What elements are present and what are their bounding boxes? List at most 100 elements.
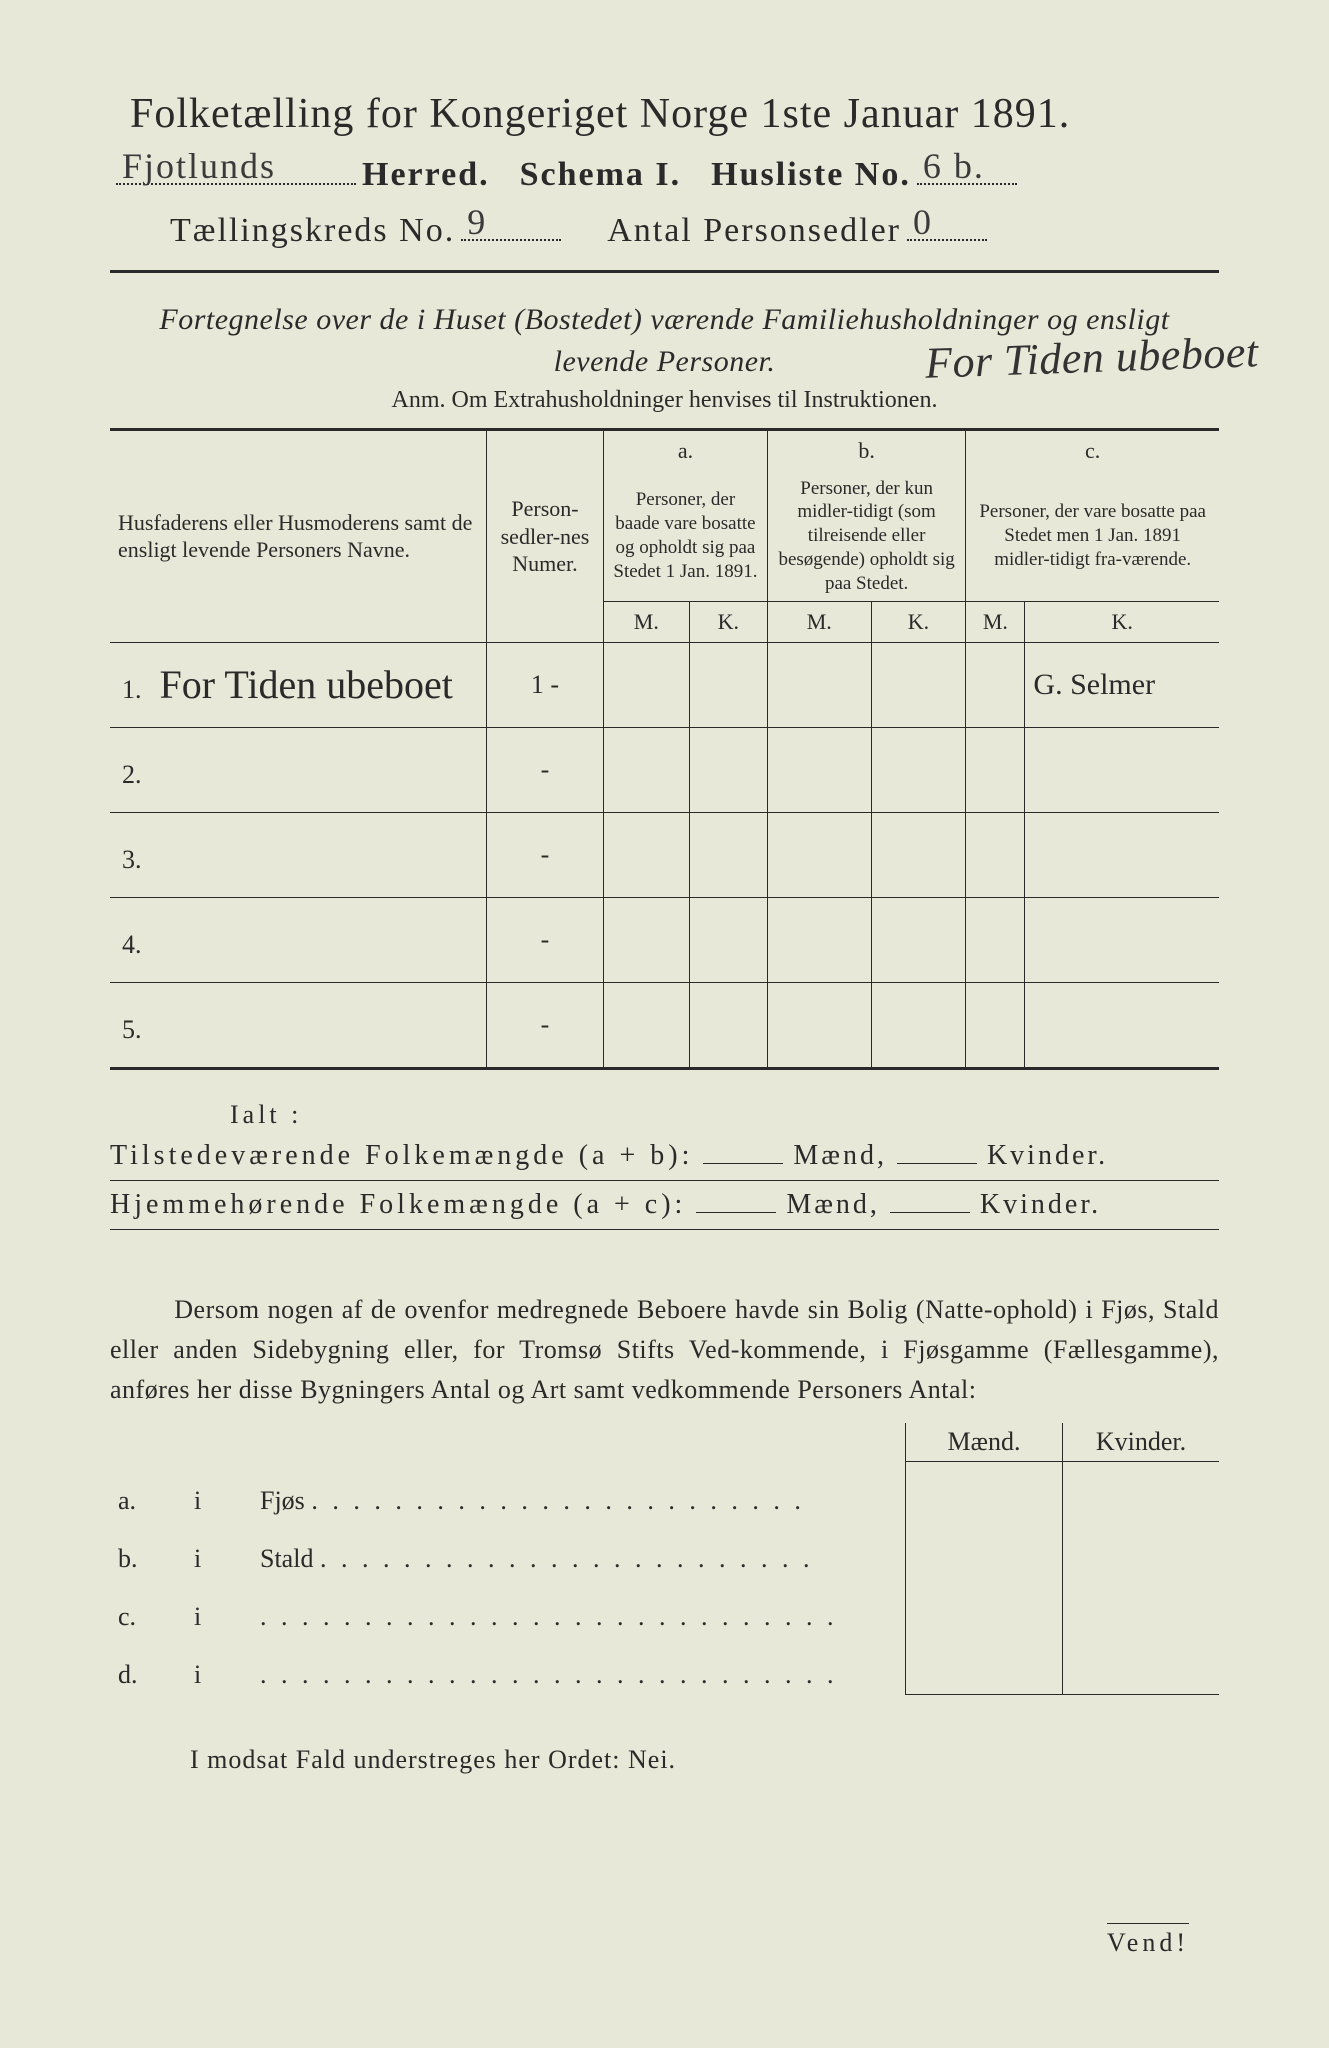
cell	[604, 982, 690, 1068]
name-cell: 4.	[110, 897, 487, 982]
side-handwriting: G. Selmer	[1033, 668, 1155, 701]
fjos-label: . . . . . . . . . . . . . . . . . . . . …	[252, 1636, 906, 1695]
kreds-label: Tællingskreds No.	[170, 212, 455, 250]
fjos-cell	[1063, 1461, 1220, 1520]
dots: . . . . . . . . . . . . . . . . . . . . …	[260, 1602, 838, 1631]
name-cell: 2.	[110, 727, 487, 812]
cell	[689, 642, 767, 727]
cell	[1025, 897, 1219, 982]
schema-label: Schema I.	[520, 156, 682, 194]
sum-ac-lead: Hjemmehørende Folkemængde (a + c):	[110, 1189, 686, 1221]
col-a-label: a.	[604, 431, 768, 471]
cell	[604, 897, 690, 982]
person-num: -	[487, 982, 604, 1068]
sum-divider	[110, 1229, 1219, 1230]
col-numer: Person-sedler-nes Numer.	[487, 431, 604, 643]
table-row: 1. For Tiden ubeboet 1 - G. Selmer	[110, 642, 1219, 727]
fjos-kvinder: Kvinder.	[1063, 1423, 1220, 1462]
blank-line	[897, 1163, 977, 1164]
cell	[966, 982, 1025, 1068]
fjos-key: c.	[110, 1578, 186, 1636]
person-num: -	[487, 897, 604, 982]
col-b-text: Personer, der kun midler-tidigt (som til…	[767, 471, 965, 602]
fjos-maend: Mænd.	[906, 1423, 1063, 1462]
kvinder-label: Kvinder.	[980, 1189, 1101, 1221]
cell	[689, 727, 767, 812]
kreds-line: Tællingskreds No. 9 Antal Personsedler 0	[110, 212, 1219, 250]
blank-line	[890, 1212, 970, 1213]
fjos-label: Stald . . . . . . . . . . . . . . . . . …	[252, 1520, 906, 1578]
row-num: 5.	[122, 1015, 142, 1044]
cell	[604, 812, 690, 897]
cell	[767, 812, 871, 897]
description-block: Fortegnelse over de i Huset (Bostedet) v…	[110, 299, 1219, 383]
fjos-cell	[1063, 1578, 1220, 1636]
paragraph-text: Dersom nogen af de ovenfor medregnede Be…	[110, 1295, 1219, 1405]
vend-label: Vend!	[1107, 1923, 1189, 1958]
fjos-table: Mænd. Kvinder. a. i Fjøs . . . . . . . .…	[110, 1423, 1219, 1695]
fjos-cell	[906, 1461, 1063, 1520]
rule-thick	[110, 270, 1219, 273]
fjos-cell	[906, 1578, 1063, 1636]
blank-line	[703, 1163, 783, 1164]
table-header-row-1: Husfaderens eller Husmoderens samt de en…	[110, 431, 1219, 471]
fjos-label: Fjøs . . . . . . . . . . . . . . . . . .…	[252, 1461, 906, 1520]
table-row: 3. -	[110, 812, 1219, 897]
col-names-text: Husfaderens eller Husmoderens samt de en…	[118, 509, 478, 564]
col-c-text: Personer, der vare bosatte paa Stedet me…	[966, 471, 1219, 602]
name-cell: 1. For Tiden ubeboet	[110, 642, 487, 727]
sum-line-ac: Hjemmehørende Folkemængde (a + c): Mænd,…	[110, 1189, 1219, 1221]
cell	[767, 642, 871, 727]
maend-label: Mænd,	[793, 1140, 887, 1172]
person-num: -	[487, 812, 604, 897]
cell	[604, 642, 690, 727]
husliste-field: 6 b.	[917, 183, 1017, 185]
antal-field: 0	[907, 239, 987, 241]
fjos-row: c. i . . . . . . . . . . . . . . . . . .…	[110, 1578, 1219, 1636]
fjos-header: Mænd. Kvinder.	[110, 1423, 1219, 1462]
cell	[1025, 812, 1219, 897]
fjos-cell	[1063, 1520, 1220, 1578]
fjos-key: b.	[110, 1520, 186, 1578]
row-num: 2.	[122, 760, 142, 789]
cell	[966, 897, 1025, 982]
husliste-label: Husliste No.	[711, 156, 911, 194]
fjos-i: i	[186, 1461, 252, 1520]
dots: . . . . . . . . . . . . . . . . . . . . …	[320, 1544, 814, 1573]
fjos-row: a. i Fjøs . . . . . . . . . . . . . . . …	[110, 1461, 1219, 1520]
fjos-key: d.	[110, 1636, 186, 1695]
cell	[767, 727, 871, 812]
ialt-label: Ialt :	[230, 1100, 1219, 1130]
cell	[689, 812, 767, 897]
row-num: 3.	[122, 845, 142, 874]
herred-label: Herred.	[362, 156, 490, 194]
anm-text: Anm. Om Extrahusholdninger henvises til …	[392, 387, 938, 413]
fjos-row: d. i . . . . . . . . . . . . . . . . . .…	[110, 1636, 1219, 1695]
description-handnote: For Tiden ubeboet	[924, 321, 1260, 394]
fjos-label-text: Fjøs	[260, 1486, 305, 1515]
kreds-field: 9	[461, 239, 561, 241]
col-c-label: c.	[966, 431, 1219, 471]
kvinder-label: Kvinder.	[987, 1140, 1108, 1172]
page-title: Folketælling for Kongeriget Norge 1ste J…	[130, 90, 1219, 138]
cell	[871, 812, 966, 897]
cell	[871, 897, 966, 982]
cell	[689, 982, 767, 1068]
cell	[604, 727, 690, 812]
col-c-k: K.	[1025, 602, 1219, 643]
maend-label: Mænd,	[786, 1189, 880, 1221]
fjos-i: i	[186, 1636, 252, 1695]
col-a-m: M.	[604, 602, 690, 643]
cell	[1025, 727, 1219, 812]
col-b-m: M.	[767, 602, 871, 643]
name-cell: 5.	[110, 982, 487, 1068]
person-num: -	[487, 727, 604, 812]
cell	[871, 642, 966, 727]
table-row: 2. -	[110, 727, 1219, 812]
cell: G. Selmer	[1025, 642, 1219, 727]
husliste-handwriting: 6 b.	[923, 145, 985, 187]
herred-handwriting: Fjotlunds	[122, 145, 276, 187]
herred-field: Fjotlunds	[116, 183, 356, 185]
cell	[966, 812, 1025, 897]
cell	[689, 897, 767, 982]
